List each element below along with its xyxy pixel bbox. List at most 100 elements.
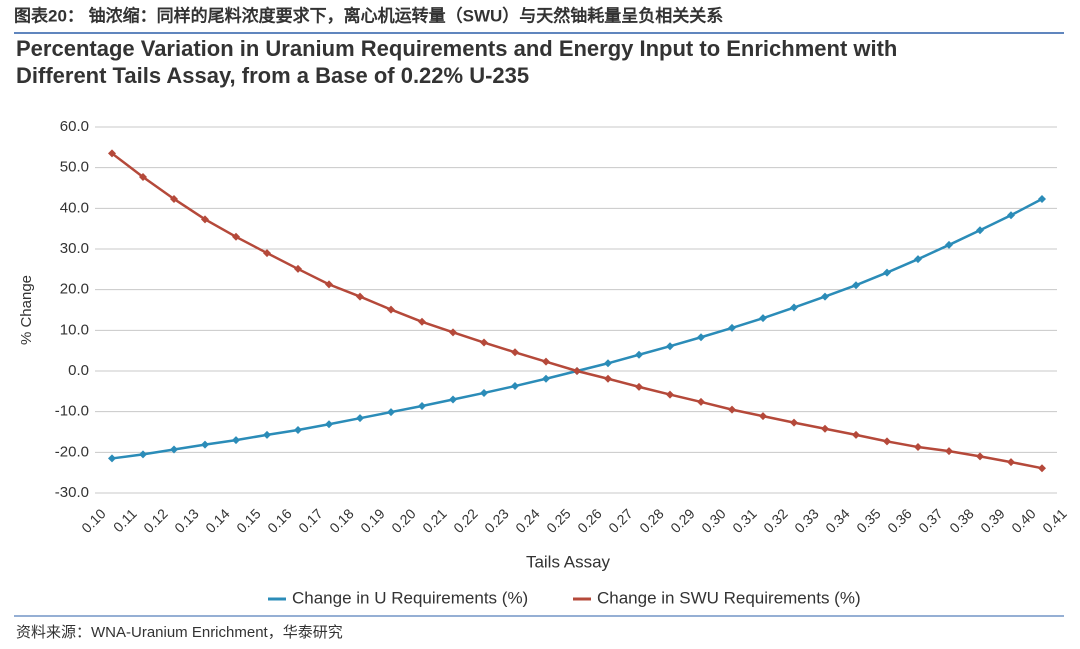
x-tick-label: 0.38 [946, 505, 977, 536]
legend-label: Change in U Requirements (%) [292, 588, 528, 607]
point [790, 303, 798, 312]
point [573, 367, 581, 375]
point [635, 382, 643, 391]
x-tick-label: 0.31 [729, 505, 760, 536]
point [356, 292, 364, 301]
x-tick-label: 0.37 [915, 505, 946, 536]
point [542, 357, 550, 366]
point [418, 317, 426, 326]
point [108, 149, 116, 158]
x-tick-label: 0.10 [78, 505, 109, 536]
point [604, 359, 612, 368]
y-tick-label: 50.0 [60, 159, 89, 176]
x-tick-label: 0.16 [264, 505, 295, 536]
x-tick-label: 0.15 [233, 505, 264, 536]
y-tick-label: 30.0 [60, 240, 89, 257]
point [170, 194, 178, 203]
point [852, 430, 860, 439]
point [201, 440, 209, 449]
point [883, 437, 891, 446]
x-tick-label: 0.40 [1008, 505, 1039, 536]
point [697, 397, 705, 406]
point [759, 314, 767, 323]
point [201, 215, 209, 224]
point [387, 305, 395, 314]
point [976, 226, 984, 235]
point [449, 328, 457, 337]
x-tick-label: 0.32 [760, 505, 791, 536]
chart-title: Percentage Variation in Uranium Requirem… [16, 36, 897, 88]
point [263, 249, 271, 258]
x-tick-label: 0.26 [574, 505, 605, 536]
point [821, 424, 829, 433]
y-tick-label: -30.0 [55, 484, 89, 501]
x-tick-label: 0.35 [853, 505, 884, 536]
point [480, 388, 488, 397]
point [356, 414, 364, 423]
point [232, 436, 240, 445]
y-tick-label: 0.0 [68, 362, 89, 379]
y-tick-label: -10.0 [55, 403, 89, 420]
point [945, 240, 953, 249]
point [139, 450, 147, 459]
x-tick-label: 0.30 [698, 505, 729, 536]
point [263, 430, 271, 439]
y-tick-label: 40.0 [60, 199, 89, 216]
point [480, 338, 488, 347]
point [821, 292, 829, 301]
x-tick-label: 0.21 [419, 505, 450, 536]
legend-label: Change in SWU Requirements (%) [597, 588, 861, 607]
point [511, 348, 519, 357]
y-axis-label: % Change [18, 275, 35, 345]
x-tick-label: 0.13 [171, 505, 202, 536]
point [759, 412, 767, 421]
x-tick-label: 0.24 [512, 505, 543, 536]
source: 资料来源：WNA-Uranium Enrichment，华泰研究 [16, 624, 343, 641]
point [728, 323, 736, 332]
point [108, 454, 116, 463]
x-tick-label: 0.34 [822, 505, 853, 536]
point [139, 173, 147, 182]
point [294, 264, 302, 273]
x-tick-label: 0.22 [450, 505, 481, 536]
x-tick-label: 0.33 [791, 505, 822, 536]
x-tick-label: 0.39 [977, 505, 1008, 536]
point [1038, 464, 1046, 473]
x-tick-label: 0.28 [636, 505, 667, 536]
x-tick-label: 0.14 [202, 505, 233, 536]
x-tick-label: 0.11 [110, 505, 140, 535]
point [883, 268, 891, 277]
point [511, 382, 519, 391]
point [728, 405, 736, 414]
point [914, 443, 922, 452]
point [604, 374, 612, 383]
x-tick-label: 0.41 [1039, 505, 1070, 536]
y-tick-label: 20.0 [60, 281, 89, 298]
x-tick-label: 0.36 [884, 505, 915, 536]
series-line [111, 197, 1043, 460]
x-tick-label: 0.12 [140, 505, 171, 536]
x-axis-label: Tails Assay [526, 552, 611, 571]
series-line [111, 152, 1043, 470]
point [1007, 211, 1015, 220]
point [790, 418, 798, 427]
point [852, 281, 860, 290]
point [666, 342, 674, 351]
x-tick-label: 0.19 [357, 505, 388, 536]
x-tick-label: 0.20 [388, 505, 419, 536]
point [1038, 194, 1046, 203]
point [666, 390, 674, 399]
x-tick-label: 0.18 [326, 505, 357, 536]
x-tick-label: 0.23 [481, 505, 512, 536]
x-tick-label: 0.29 [667, 505, 698, 536]
point [697, 333, 705, 342]
point [635, 350, 643, 359]
point [449, 395, 457, 404]
y-tick-label: 60.0 [60, 118, 89, 135]
caption: 图表20： 铀浓缩：同样的尾料浓度要求下，离心机运转量（SWU）与天然铀耗量呈负… [14, 5, 723, 25]
point [387, 408, 395, 417]
point [976, 452, 984, 461]
point [232, 232, 240, 241]
x-tick-label: 0.25 [543, 505, 574, 536]
